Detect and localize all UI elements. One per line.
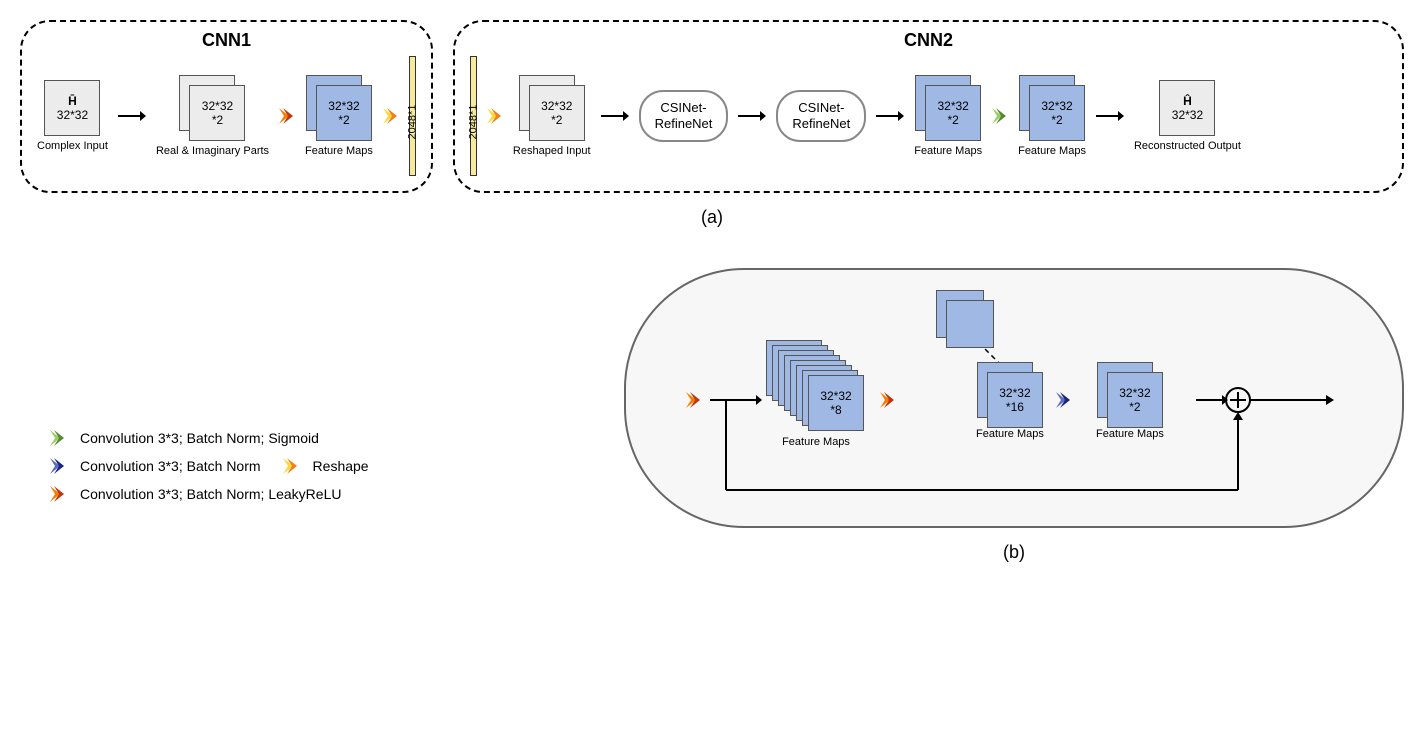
arrow-right [601, 108, 629, 124]
darkblue-chevron-icon [50, 458, 68, 474]
orange-chevron-icon [880, 392, 898, 408]
refinenet-f1: 32*32 *8 Feature Maps [766, 340, 866, 448]
green-chevron-icon [992, 108, 1008, 124]
top-row: CNN1 H̄ 32*32 Complex Input 32*32 *2 Rea… [20, 20, 1404, 193]
refinenet-f2-back [936, 290, 992, 346]
output-size: 32*32 [1172, 108, 1203, 122]
green-chevron-icon [50, 430, 68, 446]
reshape-label: Reshaped Input [513, 145, 591, 157]
cnn2-output: Ĥ 32*32 Reconstructed Output [1134, 80, 1241, 152]
refinenet-pill-1: CSINet- RefineNet [639, 90, 729, 141]
cnn1-feature: 32*32 *2 Feature Maps [305, 75, 373, 157]
input-H: H̄ [68, 94, 77, 108]
output-H: Ĥ [1183, 94, 1192, 108]
arrow-right [738, 108, 766, 124]
f2-tile: 32*32 *16 [987, 372, 1043, 428]
sub-b: (b) [1003, 542, 1025, 563]
legend-green-text: Convolution 3*3; Batch Norm; Sigmoid [80, 430, 319, 446]
cnn2-feat2-tile: 32*32 *2 [1029, 85, 1085, 141]
cnn2-reshape: 32*32 *2 Reshaped Input [513, 75, 591, 157]
cnn1-vbar-label: 2048*1 [406, 105, 418, 140]
realimag-label: Real & Imaginary Parts [156, 145, 269, 157]
cnn1-title: CNN1 [202, 30, 251, 51]
bottom-section: Convolution 3*3; Batch Norm; Sigmoid Con… [20, 268, 1404, 563]
refinenet-f3: 32*32 *2 Feature Maps [1096, 362, 1164, 440]
cnn2-feat2: 32*32 *2 Feature Maps [1018, 75, 1086, 157]
refinenet-pill-2: CSINet- RefineNet [776, 90, 866, 141]
f3-tile: 32*32 *2 [1107, 372, 1163, 428]
cnn1-input-label: Complex Input [37, 140, 108, 152]
cnn1-realimag: 32*32 *2 Real & Imaginary Parts [156, 75, 269, 157]
orange-chevron-icon [50, 486, 68, 502]
legend-darkblue-text: Convolution 3*3; Batch Norm [80, 458, 261, 474]
orange-chevron-icon [279, 108, 295, 124]
cnn2-vbar-label: 2048*1 [467, 105, 479, 140]
cnn1-vbar: 2048*1 [409, 56, 416, 176]
legend-green: Convolution 3*3; Batch Norm; Sigmoid [50, 430, 369, 446]
yellow-chevron-icon [383, 108, 399, 124]
input-size: 32*32 [57, 108, 88, 122]
legend-darkblue-yellow: Convolution 3*3; Batch Norm Reshape [50, 458, 369, 474]
legend: Convolution 3*3; Batch Norm; Sigmoid Con… [50, 430, 369, 514]
realimag-tile: 32*32 *2 [189, 85, 245, 141]
cnn2-feat1-tile: 32*32 *2 [925, 85, 981, 141]
cnn1-box: CNN1 H̄ 32*32 Complex Input 32*32 *2 Rea… [20, 20, 433, 193]
sub-a: (a) [20, 207, 1404, 228]
yellow-chevron-icon [283, 458, 301, 474]
yellow-chevron-icon [487, 108, 503, 124]
arrow-right [876, 108, 904, 124]
cnn2-box: CNN2 2048*1 32*32 *2 Reshaped Input CSIN… [453, 20, 1404, 193]
feature1-tile: 32*32 *2 [316, 85, 372, 141]
f1-label: Feature Maps [782, 436, 850, 448]
cnn2-feat2-label: Feature Maps [1018, 145, 1086, 157]
refinenet-detail: 32*32 *8 Feature Maps 32*32 *16 Feature … [624, 268, 1404, 528]
feature1-label: Feature Maps [305, 145, 373, 157]
output-label: Reconstructed Output [1134, 140, 1241, 152]
cnn1-input: H̄ 32*32 Complex Input [37, 80, 108, 152]
f3-label: Feature Maps [1096, 428, 1164, 440]
darkblue-chevron-icon [1056, 392, 1074, 408]
cnn2-title: CNN2 [904, 30, 953, 51]
legend-orange-text: Convolution 3*3; Batch Norm; LeakyReLU [80, 486, 341, 502]
legend-orange: Convolution 3*3; Batch Norm; LeakyReLU [50, 486, 369, 502]
arrow-right [118, 108, 146, 124]
reshape-tile: 32*32 *2 [529, 85, 585, 141]
arrow-right [1096, 108, 1124, 124]
cnn2-feat1: 32*32 *2 Feature Maps [914, 75, 982, 157]
f2-label: Feature Maps [976, 428, 1044, 440]
legend-yellow-text: Reshape [313, 458, 369, 474]
cnn2-feat1-label: Feature Maps [914, 145, 982, 157]
refinenet-f2: 32*32 *16 Feature Maps [976, 362, 1044, 440]
cnn2-vbar: 2048*1 [470, 56, 477, 176]
